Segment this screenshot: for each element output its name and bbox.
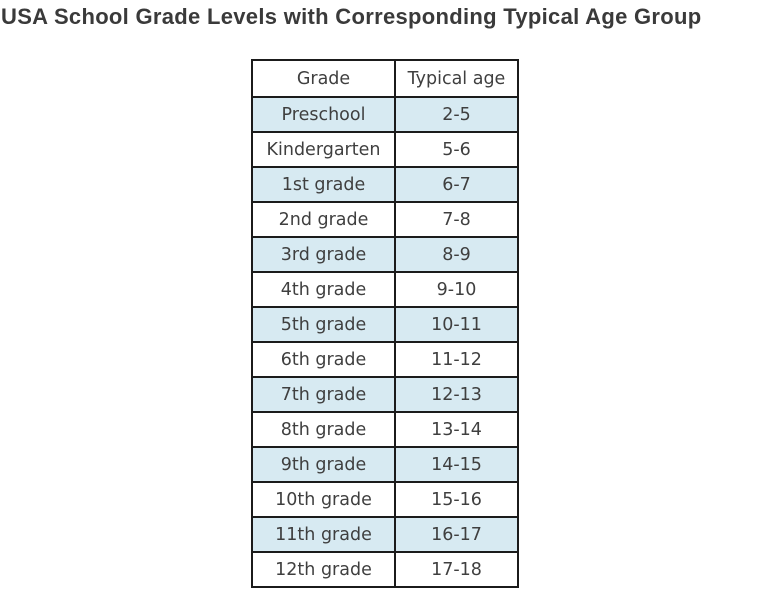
grade-cell: 4th grade	[251, 271, 396, 308]
age-cell: 5-6	[394, 131, 519, 168]
table-row-3rd-grade: 3rd grade 8-9	[251, 236, 519, 273]
table-row-4th-grade: 4th grade 9-10	[251, 271, 519, 308]
grade-cell: 12th grade	[251, 551, 396, 588]
grade-cell: 3rd grade	[251, 236, 396, 273]
table-row-8th-grade: 8th grade 13-14	[251, 411, 519, 448]
table-row-10th-grade: 10th grade 15-16	[251, 481, 519, 518]
age-cell: 16-17	[394, 516, 519, 553]
table-header-row: Grade Typical age	[251, 59, 519, 98]
age-cell: 12-13	[394, 376, 519, 413]
grade-cell: 9th grade	[251, 446, 396, 483]
table-row-6th-grade: 6th grade 11-12	[251, 341, 519, 378]
table-row-7th-grade: 7th grade 12-13	[251, 376, 519, 413]
table-row-5th-grade: 5th grade 10-11	[251, 306, 519, 343]
grade-cell: 11th grade	[251, 516, 396, 553]
table-row-1st-grade: 1st grade 6-7	[251, 166, 519, 203]
grade-cell: 5th grade	[251, 306, 396, 343]
age-cell: 9-10	[394, 271, 519, 308]
grade-cell: 8th grade	[251, 411, 396, 448]
grade-age-table: Grade Typical age Preschool 2-5 Kinderga…	[251, 59, 519, 588]
age-cell: 13-14	[394, 411, 519, 448]
page-title: USA School Grade Levels with Correspondi…	[1, 4, 702, 29]
age-cell: 17-18	[394, 551, 519, 588]
table-row-kindergarten: Kindergarten 5-6	[251, 131, 519, 168]
age-cell: 7-8	[394, 201, 519, 238]
age-cell: 2-5	[394, 96, 519, 133]
age-cell: 8-9	[394, 236, 519, 273]
grade-cell: 7th grade	[251, 376, 396, 413]
grade-cell: 2nd grade	[251, 201, 396, 238]
grade-cell: 1st grade	[251, 166, 396, 203]
table-row-2nd-grade: 2nd grade 7-8	[251, 201, 519, 238]
column-header-grade: Grade	[251, 59, 396, 98]
grade-cell: 10th grade	[251, 481, 396, 518]
grade-cell: Preschool	[251, 96, 396, 133]
grade-cell: Kindergarten	[251, 131, 396, 168]
age-cell: 14-15	[394, 446, 519, 483]
age-cell: 15-16	[394, 481, 519, 518]
age-cell: 11-12	[394, 341, 519, 378]
grade-cell: 6th grade	[251, 341, 396, 378]
table-row-11th-grade: 11th grade 16-17	[251, 516, 519, 553]
age-cell: 10-11	[394, 306, 519, 343]
age-cell: 6-7	[394, 166, 519, 203]
table-row-9th-grade: 9th grade 14-15	[251, 446, 519, 483]
table-row-preschool: Preschool 2-5	[251, 96, 519, 133]
column-header-typical-age: Typical age	[394, 59, 519, 98]
table-row-12th-grade: 12th grade 17-18	[251, 551, 519, 588]
